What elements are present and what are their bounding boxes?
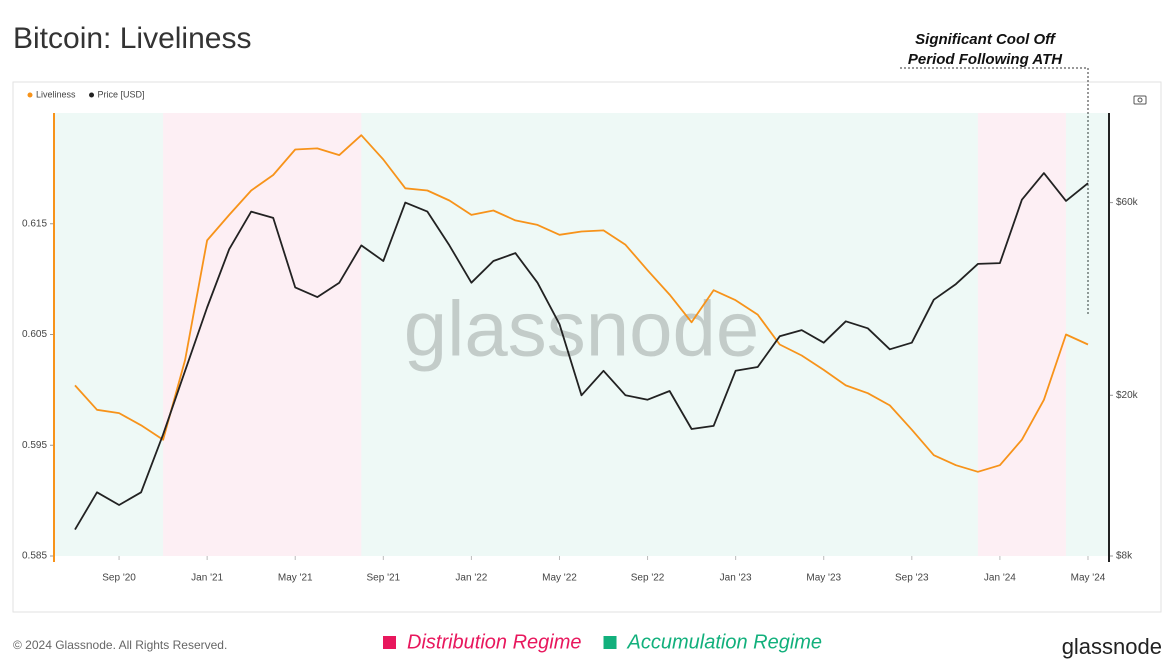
regime-legend-label: Distribution Regime <box>407 631 582 653</box>
watermark: glassnode <box>404 285 760 373</box>
legend-marker <box>89 92 95 98</box>
annotation: Significant Cool Off <box>915 31 1057 48</box>
x-tick-label: May '22 <box>542 573 577 584</box>
y-tick-label: 0.605 <box>22 329 47 340</box>
regime-band <box>163 113 362 556</box>
x-tick-label: May '21 <box>278 573 313 584</box>
x-tick-label: Jan '22 <box>455 573 487 584</box>
y-tick-label: 0.585 <box>22 551 47 562</box>
regime-band <box>53 113 164 556</box>
legend-label: Liveliness <box>36 89 76 99</box>
panel <box>12 81 1162 613</box>
x-tick-label: Sep '20 <box>102 573 136 584</box>
legend-marker <box>27 92 33 98</box>
x-tick-label: May '23 <box>806 573 841 584</box>
x-tick-label: Sep '23 <box>895 573 929 584</box>
x-tick-label: Jan '24 <box>984 573 1016 584</box>
x-tick-label: May '24 <box>1071 573 1106 584</box>
regime-band <box>1065 113 1110 556</box>
x-tick-label: Sep '21 <box>367 573 401 584</box>
series-line <box>74 134 1089 473</box>
y2-tick-label: $20k <box>1116 390 1139 401</box>
annotation: Period Following ATH <box>908 51 1063 68</box>
y-tick-label: 0.615 <box>22 218 47 229</box>
regime-legend-marker <box>603 636 617 649</box>
regime-legend-marker <box>383 636 396 649</box>
logo: glassnode <box>1062 634 1162 659</box>
x-tick-label: Jan '21 <box>191 573 223 584</box>
x-tick-label: Jan '23 <box>720 573 752 584</box>
series-line <box>74 172 1089 531</box>
copyright: © 2024 Glassnode. All Rights Reserved. <box>13 638 227 652</box>
annotation-pointer <box>900 67 1089 316</box>
y2-tick-label: $60k <box>1116 197 1139 208</box>
y-tick-label: 0.595 <box>22 440 47 451</box>
regime-band <box>977 113 1066 556</box>
chart-title: Bitcoin: Liveliness <box>13 22 251 55</box>
camera-icon[interactable] <box>1133 95 1147 105</box>
regime-legend-label: Accumulation Regime <box>627 631 823 653</box>
y2-tick-label: $8k <box>1116 551 1133 562</box>
x-tick-label: Sep '22 <box>631 573 665 584</box>
legend-label: Price [USD] <box>98 89 145 99</box>
